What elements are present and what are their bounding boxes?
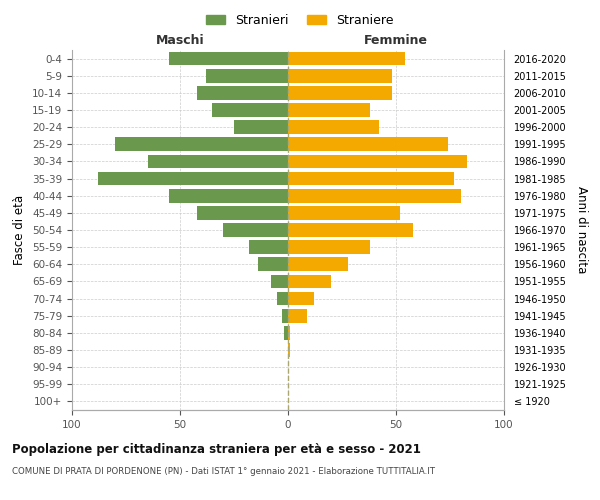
Text: Maschi: Maschi (155, 34, 205, 46)
Bar (197, 86, 288, 100)
Bar (288, 223, 413, 237)
Bar (206, 69, 288, 82)
Bar (98, 172, 288, 185)
Bar (288, 52, 404, 66)
Y-axis label: Fasce di età: Fasce di età (13, 195, 26, 265)
Y-axis label: Anni di nascita: Anni di nascita (575, 186, 588, 274)
Bar (288, 258, 349, 271)
Bar (288, 343, 290, 357)
Bar (288, 309, 307, 322)
Bar (288, 172, 454, 185)
Bar (288, 189, 461, 202)
Bar (148, 154, 288, 168)
Bar (277, 292, 288, 306)
Bar (169, 189, 288, 202)
Bar (288, 292, 314, 306)
Text: Femmine: Femmine (364, 34, 428, 46)
Bar (288, 120, 379, 134)
Bar (288, 240, 370, 254)
Bar (288, 326, 290, 340)
Text: Popolazione per cittadinanza straniera per età e sesso - 2021: Popolazione per cittadinanza straniera p… (12, 442, 421, 456)
Bar (288, 103, 370, 117)
Legend: Stranieri, Straniere: Stranieri, Straniere (202, 8, 398, 32)
Bar (288, 138, 448, 151)
Bar (223, 223, 288, 237)
Bar (288, 206, 400, 220)
Bar (197, 206, 288, 220)
Bar (281, 309, 288, 322)
Bar (288, 69, 392, 82)
Bar (212, 103, 288, 117)
Bar (284, 326, 288, 340)
Bar (288, 154, 467, 168)
Bar (234, 120, 288, 134)
Bar (288, 86, 392, 100)
Bar (271, 274, 288, 288)
Bar (169, 52, 288, 66)
Bar (258, 258, 288, 271)
Text: COMUNE DI PRATA DI PORDENONE (PN) - Dati ISTAT 1° gennaio 2021 - Elaborazione TU: COMUNE DI PRATA DI PORDENONE (PN) - Dati… (12, 468, 435, 476)
Bar (115, 138, 288, 151)
Bar (249, 240, 288, 254)
Bar (288, 274, 331, 288)
